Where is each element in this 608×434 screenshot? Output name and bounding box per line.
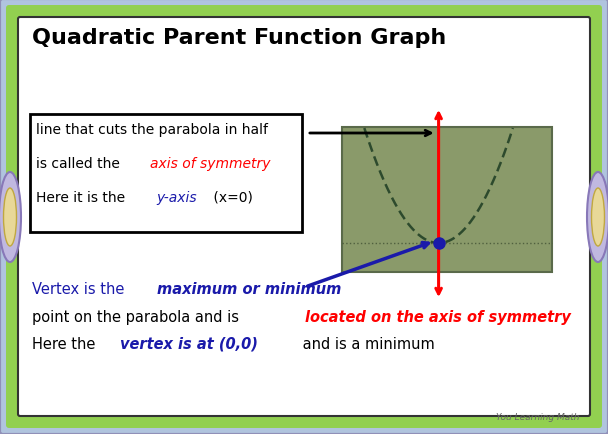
Text: and is a minimum: and is a minimum [298, 336, 434, 351]
Text: is called the: is called the [36, 157, 124, 171]
Ellipse shape [4, 188, 16, 247]
Text: located on the axis of symmetry: located on the axis of symmetry [305, 309, 571, 324]
Ellipse shape [0, 173, 21, 263]
Bar [30, 115, 302, 233]
Text: Here the: Here the [32, 336, 100, 351]
Text: Quadratic Parent Function Graph: Quadratic Parent Function Graph [32, 28, 446, 48]
FancyBboxPatch shape [6, 6, 602, 428]
Text: vertex is at (0,0): vertex is at (0,0) [120, 336, 258, 351]
Text: line that cuts the parabola in half: line that cuts the parabola in half [36, 123, 268, 137]
Text: maximum or minimum: maximum or minimum [157, 281, 342, 296]
Ellipse shape [587, 173, 608, 263]
Text: Here it is the: Here it is the [36, 191, 130, 204]
Text: axis of symmetry: axis of symmetry [150, 157, 271, 171]
FancyBboxPatch shape [18, 18, 590, 416]
Ellipse shape [592, 188, 604, 247]
Text: Vertex is the: Vertex is the [32, 281, 129, 296]
Text: (x=0): (x=0) [209, 191, 253, 204]
Bar [342, 128, 552, 273]
Text: You Learning Math: You Learning Math [497, 412, 580, 421]
Text: y-axis: y-axis [157, 191, 197, 204]
Text: point on the parabola and is: point on the parabola and is [32, 309, 244, 324]
